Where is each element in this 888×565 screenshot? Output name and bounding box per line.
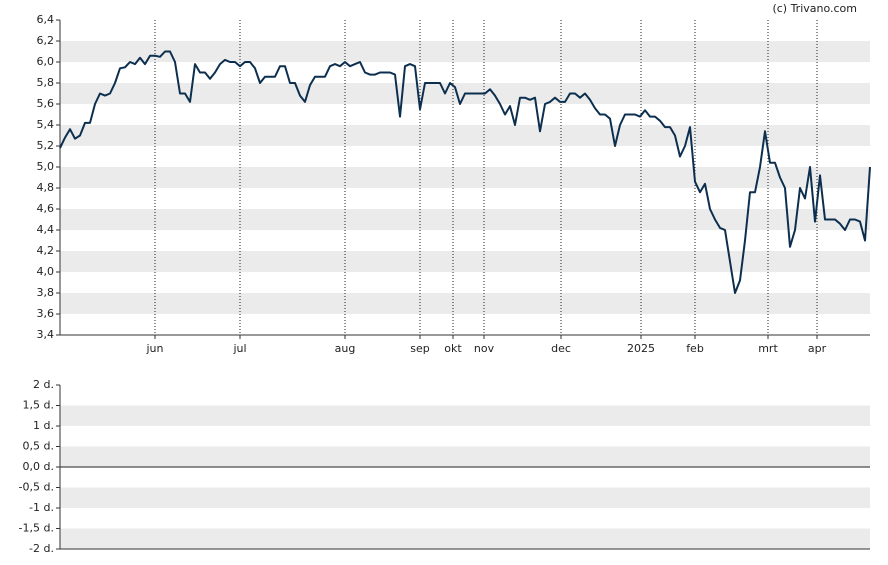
y-tick-label: 1,5 d.	[23, 399, 54, 412]
x-tick-label: mrt	[758, 342, 778, 355]
x-tick-label: feb	[686, 342, 704, 355]
x-tick-label: apr	[808, 342, 827, 355]
grid-band	[60, 293, 870, 314]
x-tick-label: sep	[410, 342, 429, 355]
y-tick-label: -2 d.	[29, 542, 54, 555]
y-tick-label: 4,2	[37, 244, 55, 257]
y-tick-label: 3,6	[37, 307, 55, 320]
y-tick-label: 1 d.	[33, 419, 54, 432]
y-tick-label: 6,4	[37, 13, 55, 26]
grid-band	[60, 251, 870, 272]
x-tick-label: 2025	[627, 342, 655, 355]
grid-band	[60, 41, 870, 62]
y-tick-label: 5,6	[37, 97, 55, 110]
price-line	[59, 50, 871, 294]
x-tick-label: dec	[551, 342, 571, 355]
grid-band	[60, 528, 870, 549]
y-tick-label: 2 d.	[33, 378, 54, 391]
grid-band	[60, 125, 870, 146]
y-tick-label: -0,5 d.	[19, 481, 54, 494]
y-tick-label: 5,4	[37, 118, 55, 131]
y-tick-label: -1,5 d.	[19, 522, 54, 535]
grid-band	[60, 446, 870, 467]
y-tick-label: 0,5 d.	[23, 440, 54, 453]
grid-band	[60, 167, 870, 188]
grid-band	[60, 487, 870, 508]
x-tick-label: jun	[146, 342, 164, 355]
y-tick-label: 5,0	[37, 160, 55, 173]
y-tick-label: 5,8	[37, 76, 55, 89]
x-tick-label: jul	[232, 342, 246, 355]
y-tick-label: 5,2	[37, 139, 55, 152]
credit: (c) Trivano.com	[772, 2, 857, 15]
y-tick-label: -1 d.	[29, 501, 54, 514]
x-tick-label: nov	[474, 342, 495, 355]
grid-band	[60, 209, 870, 230]
y-tick-label: 4,8	[37, 181, 55, 194]
y-tick-label: 4,0	[37, 265, 55, 278]
x-tick-label: aug	[335, 342, 356, 355]
y-tick-label: 6,2	[37, 34, 55, 47]
y-tick-label: 6,0	[37, 55, 55, 68]
x-tick-label: okt	[444, 342, 462, 355]
y-tick-label: 0,0 d.	[23, 460, 54, 473]
y-tick-label: 4,4	[37, 223, 55, 236]
y-tick-label: 4,6	[37, 202, 55, 215]
y-tick-label: 3,4	[37, 328, 55, 341]
grid-band	[60, 405, 870, 426]
y-tick-label: 3,8	[37, 286, 55, 299]
